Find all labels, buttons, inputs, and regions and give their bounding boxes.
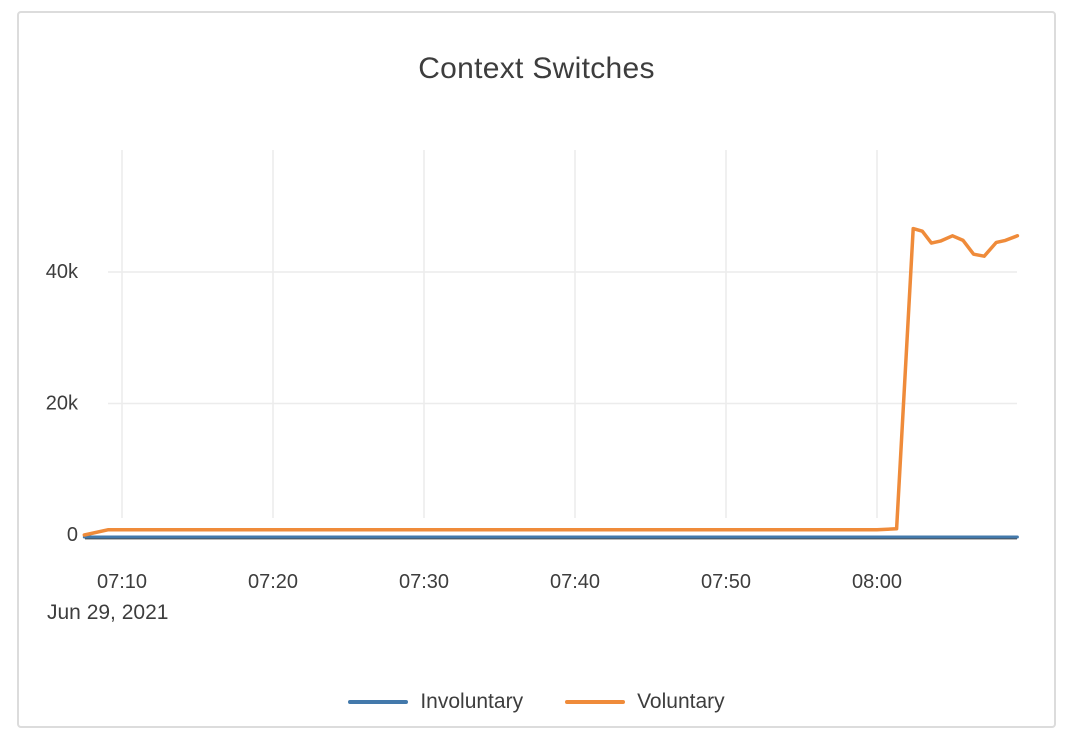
legend-label-voluntary: Voluntary bbox=[637, 690, 725, 713]
chart-title: Context Switches bbox=[418, 52, 655, 85]
y-tick-label: 20k bbox=[46, 393, 79, 415]
legend-item-voluntary[interactable]: Voluntary bbox=[565, 690, 725, 714]
line-chart-plot-area: 07:10 07:20 07:30 07:40 07:50 08:00 0 20k 40k bbox=[46, 150, 1020, 593]
legend-item-involuntary[interactable]: Involuntary bbox=[348, 690, 523, 714]
x-tick-label: 08:00 bbox=[852, 571, 902, 593]
chart-card: Context Switches 07:10 07:20 07:30 07:40 07:… bbox=[17, 11, 1056, 728]
x-tick-label: 07:30 bbox=[399, 571, 449, 593]
legend-label-involuntary: Involuntary bbox=[420, 690, 524, 713]
chart-legend: Involuntary Voluntary bbox=[19, 690, 1054, 714]
x-axis-date-label: Jun 29, 2021 bbox=[47, 601, 169, 624]
y-tick-label: 0 bbox=[67, 524, 78, 546]
x-tick-label: 07:10 bbox=[97, 571, 147, 593]
x-tick-label: 07:50 bbox=[701, 571, 751, 593]
x-tick-label: 07:40 bbox=[550, 571, 600, 593]
legend-swatch-voluntary-line bbox=[565, 699, 626, 705]
y-tick-label: 40k bbox=[46, 261, 79, 283]
x-tick-label: 07:20 bbox=[248, 571, 298, 593]
legend-swatch-involuntary-line bbox=[348, 699, 409, 705]
series-line-voluntary bbox=[82, 226, 1020, 537]
